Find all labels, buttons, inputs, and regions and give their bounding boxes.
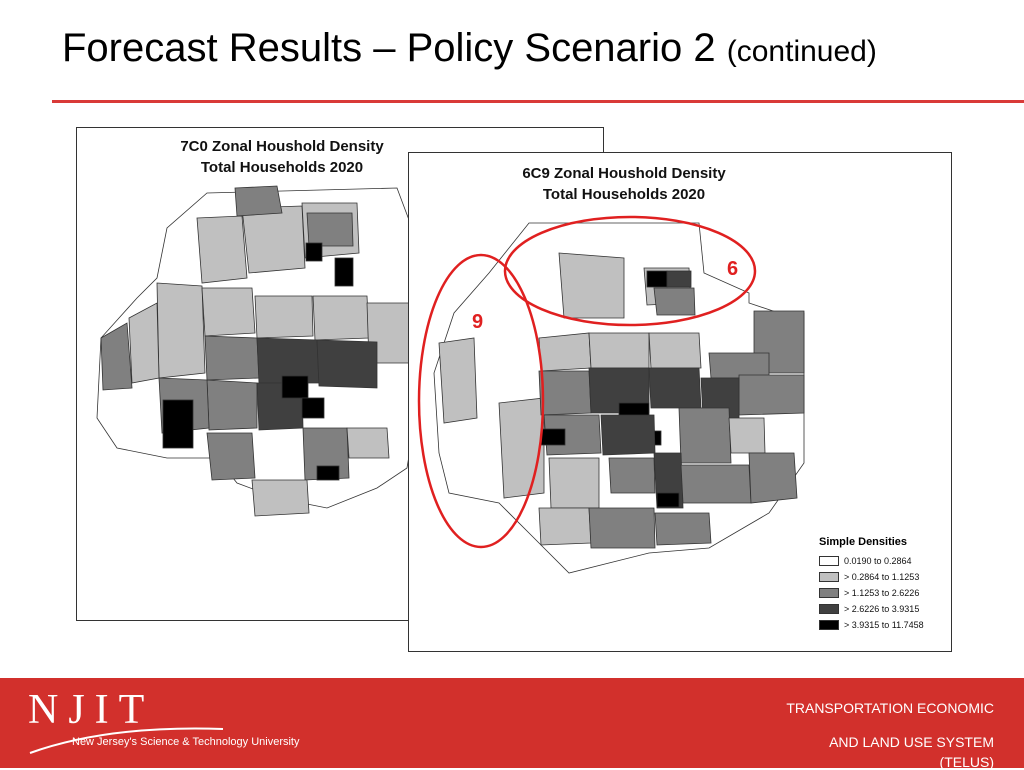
legend-item: > 0.2864 to 1.1253	[819, 569, 951, 585]
slide-title-suffix: (continued)	[726, 35, 877, 68]
legend-item-label: > 0.2864 to 1.1253	[844, 572, 920, 582]
map-legend: Simple Densities 0.0190 to 0.2864 > 0.28…	[819, 536, 951, 633]
legend-swatch	[819, 588, 839, 598]
map-6c9-title: 6C9 Zonal Houshold Density Total Househo…	[479, 163, 769, 205]
legend-swatch	[819, 572, 839, 582]
title-divider	[52, 100, 1024, 103]
legend-title: Simple Densities	[819, 536, 908, 548]
logo-swoosh-icon	[29, 727, 224, 754]
legend-item-label: > 3.9315 to 11.7458	[844, 620, 924, 630]
annotation-label-9: 9	[472, 311, 484, 333]
map-7c0-title-line1: 7C0 Zonal Houshold Density	[180, 138, 384, 155]
annotation-ellipse-9	[417, 253, 545, 549]
legend-item-label: > 1.1253 to 2.6226	[844, 588, 920, 598]
legend-item-label: 0.0190 to 0.2864	[844, 556, 912, 566]
legend-swatch	[819, 604, 839, 614]
annotation-ellipse-6	[503, 215, 757, 327]
map-panel-6c9: 6C9 Zonal Houshold Density Total Househo…	[408, 152, 952, 652]
legend-item-label: > 2.6226 to 3.9315	[844, 604, 920, 614]
annotation-label-6: 6	[727, 258, 739, 280]
footer-line-3: (TELUS)	[939, 754, 994, 770]
legend-item: > 1.1253 to 2.6226	[819, 585, 951, 601]
map-7c0-title-line2: Total Households 2020	[200, 159, 364, 176]
slide-footer: NJIT New Jersey's Science & Technology U…	[0, 678, 1024, 770]
map-7c0-zones	[96, 185, 423, 517]
legend-swatch	[819, 620, 839, 630]
map-6c9-title-line2: Total Households 2020	[542, 186, 706, 203]
legend-item: > 3.9315 to 11.7458	[819, 617, 951, 633]
legend-item: 0.0190 to 0.2864	[819, 553, 951, 569]
slide-title-main: Forecast Results – Policy Scenario 2	[62, 26, 716, 70]
njit-logo-subtitle: New Jersey's Science & Technology Univer…	[72, 736, 300, 748]
map-7c0-title: 7C0 Zonal Houshold Density Total Househo…	[137, 136, 427, 178]
njit-logo: NJIT	[28, 685, 224, 754]
map-6c9-zones	[417, 215, 805, 574]
legend-item: > 2.6226 to 3.9315	[819, 601, 951, 617]
slide-title: Forecast Results – Policy Scenario 2 (co…	[62, 26, 877, 71]
footer-line-1: TRANSPORTATION ECONOMIC	[786, 700, 994, 716]
footer-line-2: AND LAND USE SYSTEM	[829, 734, 994, 750]
map-6c9-title-line1: 6C9 Zonal Houshold Density	[522, 165, 726, 182]
legend-swatch	[819, 556, 839, 566]
njit-logo-letters: NJIT	[28, 687, 155, 733]
